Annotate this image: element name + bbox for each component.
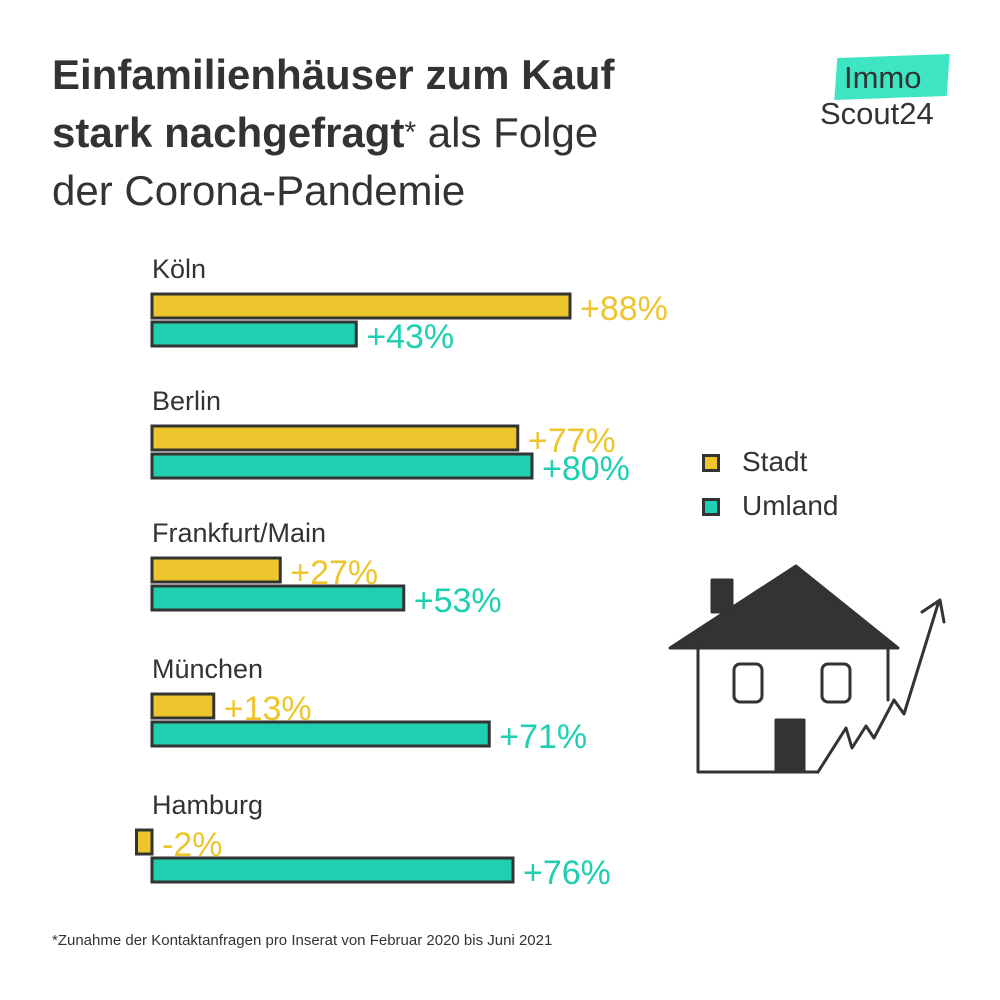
bar-k-ln-umland xyxy=(150,320,358,348)
category-label-k-ln: Köln xyxy=(152,254,206,284)
title-asterisk: * xyxy=(404,116,417,149)
title-rest-line3: der Corona-Pandemie xyxy=(52,167,466,214)
trend-line-icon xyxy=(816,602,940,774)
category-label-m-nchen: München xyxy=(152,654,263,684)
data-label-berlin-stadt: +77% xyxy=(528,422,616,460)
house-illustration-icon xyxy=(668,564,946,774)
bar-berlin-umland xyxy=(150,452,534,480)
data-label-m-nchen-umland: +71% xyxy=(499,718,587,756)
title-rest-line2: als Folge xyxy=(416,109,599,156)
logo-text-top: Immo xyxy=(844,60,922,95)
legend-label-stadt: Stadt xyxy=(742,446,808,477)
bar-m-nchen-stadt xyxy=(150,692,216,720)
logo-text-bottom: Scout24 xyxy=(820,96,934,131)
roof-icon xyxy=(668,564,900,650)
immoscout24-logo: Immo Scout24 xyxy=(820,54,960,144)
trend-arrow-icon xyxy=(920,598,946,624)
house-drawing xyxy=(668,564,946,774)
legend-label-umland: Umland xyxy=(742,490,839,521)
bar-k-ln-stadt xyxy=(150,292,572,320)
window-left-icon xyxy=(732,662,764,704)
bar-frankfurt-main-stadt xyxy=(150,556,282,584)
door-icon xyxy=(774,718,806,774)
bar-m-nchen-umland xyxy=(150,720,491,748)
bar-frankfurt-main-umland xyxy=(150,584,406,612)
category-label-berlin: Berlin xyxy=(152,386,221,416)
chimney-icon xyxy=(710,578,734,614)
bar-hamburg-stadt xyxy=(135,828,154,856)
data-label-hamburg-umland: +76% xyxy=(523,854,611,892)
data-label-k-ln-umland: +43% xyxy=(366,318,454,356)
chart-title: Einfamilienhäuser zum Kauf stark nachgefr… xyxy=(52,46,772,220)
bar-hamburg-umland xyxy=(150,856,515,884)
category-label-frankfurt-main: Frankfurt/Main xyxy=(152,518,326,548)
title-bold: Einfamilienhäuser zum Kauf stark nachgefr… xyxy=(52,51,615,156)
data-label-frankfurt-main-umland: +53% xyxy=(414,582,502,620)
data-label-k-ln-stadt: +88% xyxy=(580,290,668,328)
legend-swatch-stadt xyxy=(702,454,720,472)
legend-swatch-umland xyxy=(702,498,720,516)
bar-berlin-stadt xyxy=(150,424,520,452)
category-label-hamburg: Hamburg xyxy=(152,790,263,820)
window-right-icon xyxy=(820,662,852,704)
data-label-berlin-umland: +80% xyxy=(542,450,630,488)
footnote: *Zunahme der Kontaktanfragen pro Inserat… xyxy=(52,932,553,949)
